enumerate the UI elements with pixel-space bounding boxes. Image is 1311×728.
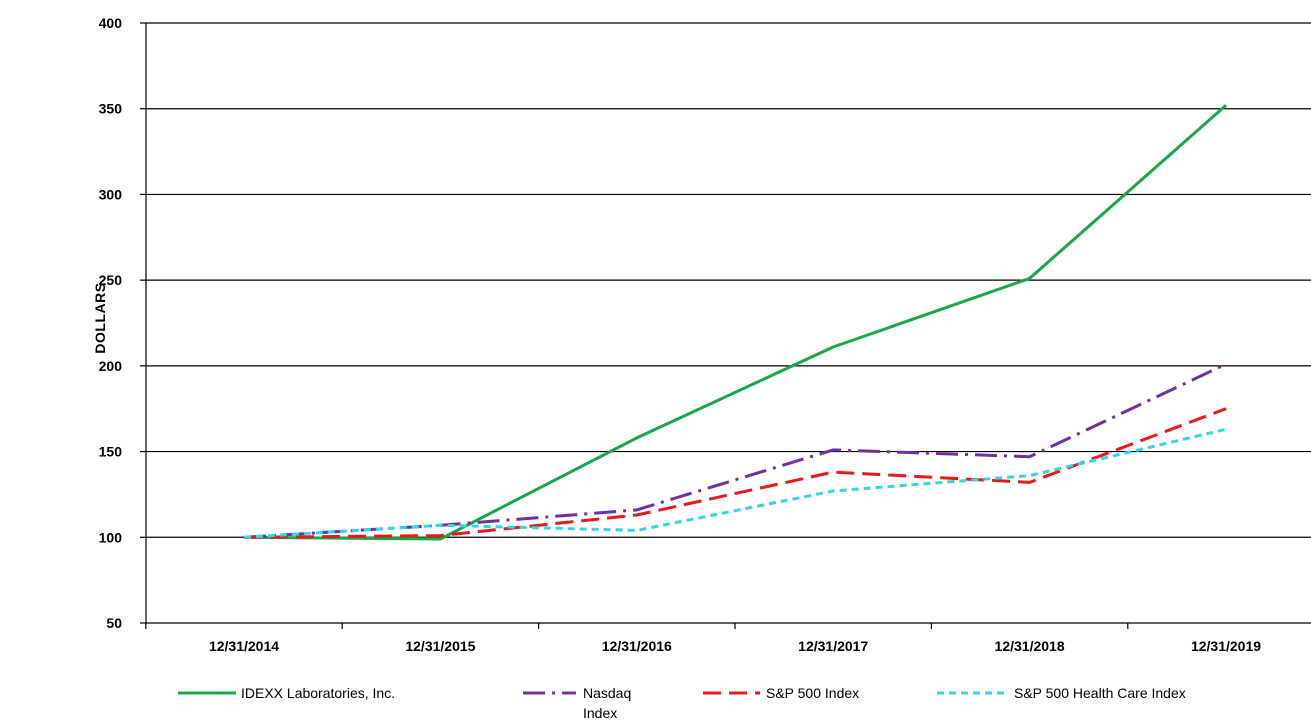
y-tick-label: 300	[99, 186, 123, 202]
series-line-2	[243, 362, 1227, 539]
legend: IDEXX Laboratories, Inc. Nasdaq Index S&P 5…	[178, 685, 1186, 721]
y-axis-title: DOLLARS	[92, 282, 108, 353]
y-tick-label: 400	[99, 15, 123, 31]
y-tick-label: 250	[99, 272, 123, 288]
legend-label: Index	[583, 705, 617, 721]
y-tick-label: 50	[106, 615, 122, 631]
legend-item-3: S&P 500 Index	[703, 685, 859, 701]
series-lines	[243, 104, 1227, 541]
x-tick-label: 12/31/2015	[405, 638, 475, 654]
legend-label: IDEXX Laboratories, Inc.	[241, 685, 395, 701]
x-tick-label: 12/31/2019	[1191, 638, 1261, 654]
x-tick-label: 12/31/2016	[602, 638, 672, 654]
legend-item-2: Nasdaq Index	[523, 685, 631, 721]
x-tick-label: 12/31/2014	[209, 638, 279, 654]
legend-label: S&P 500 Index	[766, 685, 859, 701]
x-tick-label: 12/31/2017	[798, 638, 868, 654]
y-tick-label: 200	[99, 358, 123, 374]
axes	[145, 23, 1311, 624]
y-tick-label: 150	[99, 444, 123, 460]
legend-item-4: S&P 500 Health Care Index	[937, 685, 1186, 701]
y-tick-label: 350	[99, 101, 123, 117]
y-tick-label: 100	[99, 529, 123, 545]
legend-item-1: IDEXX Laboratories, Inc.	[178, 685, 395, 701]
legend-label: S&P 500 Health Care Index	[1014, 685, 1186, 701]
x-tick-label: 12/31/2018	[995, 638, 1065, 654]
series-line-4	[243, 427, 1227, 539]
gridlines	[146, 22, 1311, 538]
y-axis-ticks: 50 100 150 200 250 300 350 400	[99, 15, 146, 631]
series-line-3	[243, 407, 1227, 539]
legend-label: Nasdaq	[583, 685, 631, 701]
series-line-1	[243, 104, 1227, 541]
x-axis-ticks: 12/31/2014 12/31/2015 12/31/2016 12/31/2017…	[145, 623, 1261, 654]
